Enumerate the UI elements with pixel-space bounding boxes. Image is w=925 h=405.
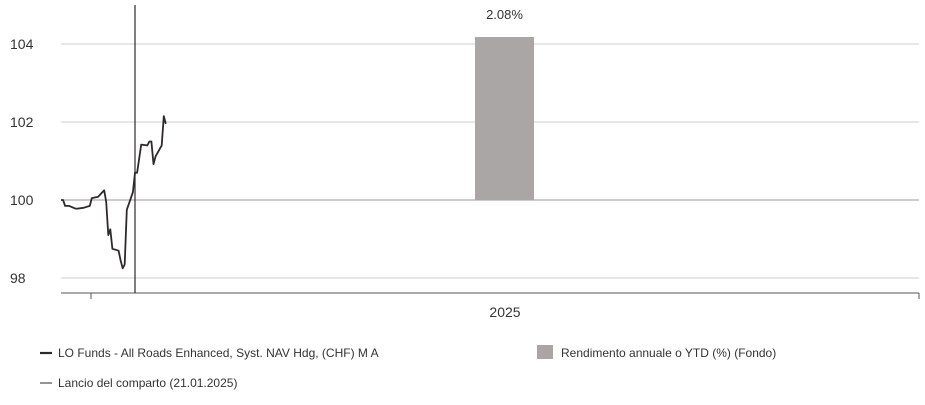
legend-label: Rendimento annuale o YTD (%) (Fondo) [561, 346, 776, 360]
y-tick-label: 98 [10, 270, 26, 286]
y-tick-label: 102 [10, 114, 34, 130]
y-tick-label: 104 [10, 36, 34, 52]
legend-square-marker [537, 345, 553, 359]
legend-label: LO Funds - All Roads Enhanced, Syst. NAV… [58, 346, 379, 360]
y-tick-label: 100 [10, 192, 34, 208]
nav-line [61, 115, 167, 270]
ytd-bar [475, 37, 534, 200]
bar-data-label: 2.08% [486, 7, 523, 22]
x-tick-label: 2025 [489, 304, 520, 320]
legend-label: Lancio del comparto (21.01.2025) [58, 376, 237, 390]
